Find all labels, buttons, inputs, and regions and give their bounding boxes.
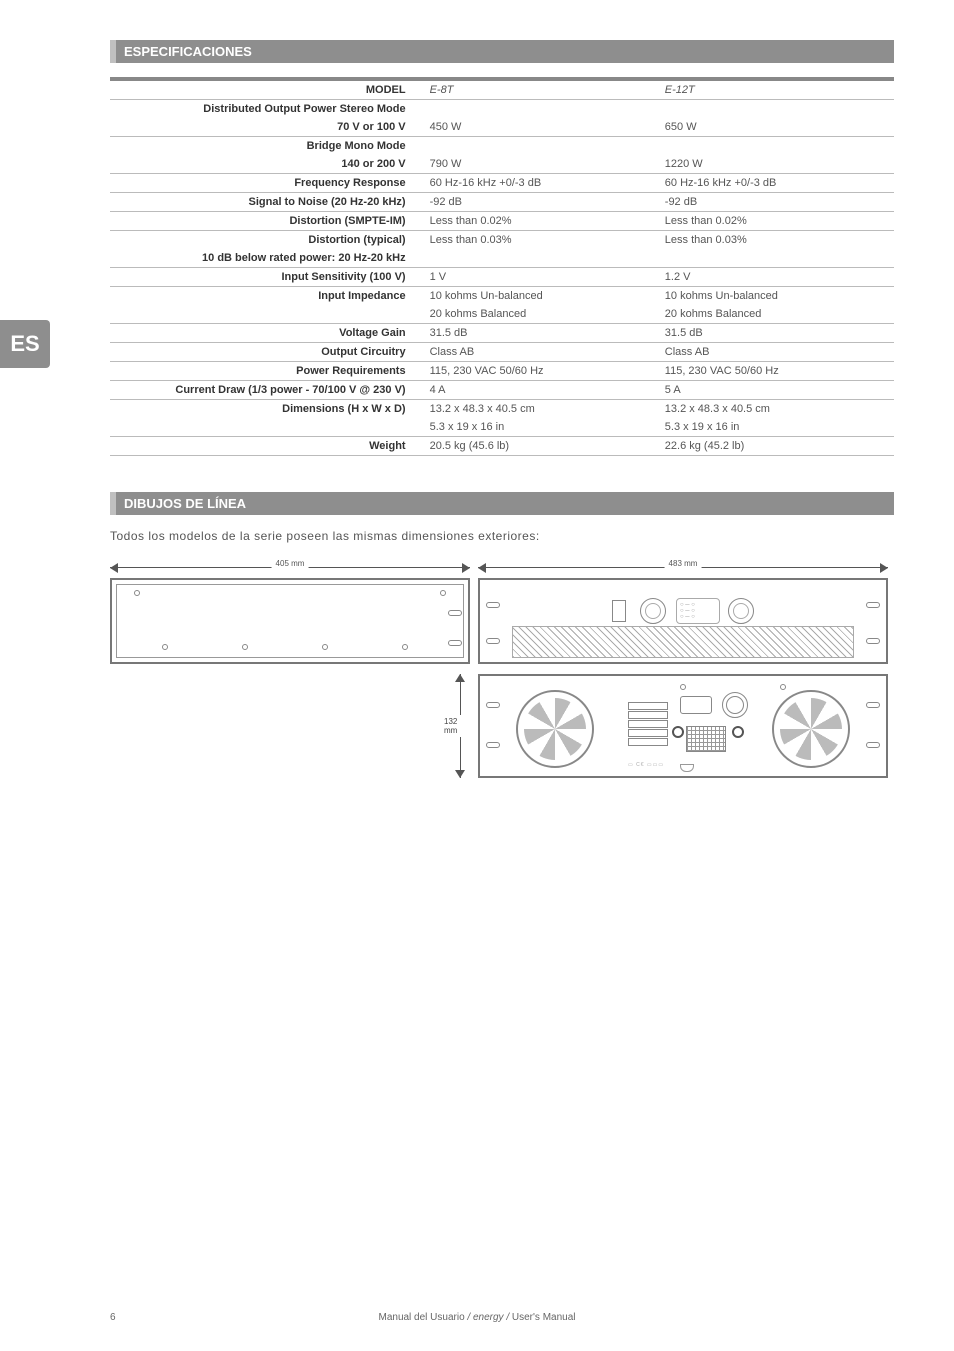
- spec-cell: [659, 100, 894, 119]
- spec-cell: 450 W: [424, 118, 659, 137]
- rear-height-dimension: 132 mm: [450, 674, 470, 778]
- spec-cell: Less than 0.03%: [424, 231, 659, 250]
- top-width-dimension: 483 mm: [478, 561, 888, 575]
- fan-icon: [772, 690, 850, 768]
- top-width-label: 483 mm: [665, 559, 702, 568]
- spec-cell: 790 W: [424, 155, 659, 174]
- spec-cell: [424, 137, 659, 156]
- col-model: MODEL: [110, 79, 424, 100]
- spec-cell: 5 A: [659, 381, 894, 400]
- front-panel-block: 405 mm: [110, 561, 470, 664]
- spec-row-label: Distributed Output Power Stereo Mode: [110, 100, 424, 119]
- spec-row-label: Bridge Mono Mode: [110, 137, 424, 156]
- spec-table: MODEL E-8T E-12T Distributed Output Powe…: [110, 77, 894, 456]
- top-panel: ○ ─ ○○ ─ ○○ ─ ○: [478, 578, 888, 664]
- spec-row-label: [110, 418, 424, 437]
- spec-cell: 31.5 dB: [424, 324, 659, 343]
- page-number: 6: [110, 1312, 116, 1323]
- spec-cell: [424, 100, 659, 119]
- spec-cell: -92 dB: [659, 193, 894, 212]
- fan-icon: [516, 690, 594, 768]
- spec-row-label: Power Requirements: [110, 362, 424, 381]
- spec-cell: 10 kohms Un-balanced: [659, 287, 894, 306]
- spec-cell: 5.3 x 19 x 16 in: [659, 418, 894, 437]
- spec-cell: [659, 249, 894, 268]
- top-panel-block: 483 mm ○ ─ ○○ ─ ○○ ─ ○: [478, 561, 888, 664]
- spec-cell: 1.2 V: [659, 268, 894, 287]
- spec-row-label: Signal to Noise (20 Hz-20 kHz): [110, 193, 424, 212]
- spec-cell: 650 W: [659, 118, 894, 137]
- spec-row-label: Distortion (SMPTE-IM): [110, 212, 424, 231]
- rear-panel: ▭ C€ ▭▭▭: [478, 674, 888, 778]
- language-tab: ES: [0, 320, 50, 368]
- page-footer: 6 Manual del Usuario / energy / User's M…: [0, 1312, 954, 1323]
- col-e8t: E-8T: [424, 79, 659, 100]
- spec-cell: -92 dB: [424, 193, 659, 212]
- front-width-dimension: 405 mm: [110, 561, 470, 575]
- footer-text: Manual del Usuario: [378, 1312, 467, 1323]
- spec-cell: 4 A: [424, 381, 659, 400]
- spec-cell: Class AB: [659, 343, 894, 362]
- spec-row-label: Current Draw (1/3 power - 70/100 V @ 230…: [110, 381, 424, 400]
- spec-cell: [424, 249, 659, 268]
- drawings-row-1: 405 mm 483 mm: [110, 561, 894, 664]
- spec-cell: 20.5 kg (45.6 lb): [424, 437, 659, 456]
- spec-row-label: Input Impedance: [110, 287, 424, 306]
- spec-cell: 13.2 x 48.3 x 40.5 cm: [424, 400, 659, 419]
- spec-cell: Less than 0.02%: [424, 212, 659, 231]
- front-panel: [110, 578, 470, 664]
- spec-cell: Less than 0.02%: [659, 212, 894, 231]
- spec-cell: 22.6 kg (45.2 lb): [659, 437, 894, 456]
- footer-text: User's Manual: [509, 1312, 575, 1323]
- spec-cell: 31.5 dB: [659, 324, 894, 343]
- spec-cell: 10 kohms Un-balanced: [424, 287, 659, 306]
- spec-row-label: 140 or 200 V: [110, 155, 424, 174]
- spec-cell: Less than 0.03%: [659, 231, 894, 250]
- spec-cell: 1220 W: [659, 155, 894, 174]
- drawings-subtitle: Todos los modelos de la serie poseen las…: [110, 529, 894, 543]
- spec-cell: Class AB: [424, 343, 659, 362]
- spec-cell: [659, 137, 894, 156]
- spec-cell: 20 kohms Balanced: [659, 305, 894, 324]
- spec-row-label: 10 dB below rated power: 20 Hz-20 kHz: [110, 249, 424, 268]
- spec-row-label: Weight: [110, 437, 424, 456]
- footer-text-italic: / energy /: [467, 1312, 509, 1323]
- spec-row-label: [110, 305, 424, 324]
- spec-cell: 60 Hz-16 kHz +0/-3 dB: [424, 174, 659, 193]
- spec-cell: 115, 230 VAC 50/60 Hz: [659, 362, 894, 381]
- spec-row-label: 70 V or 100 V: [110, 118, 424, 137]
- section-title-drawings: DIBUJOS DE LÍNEA: [110, 492, 894, 515]
- spec-row-label: Frequency Response: [110, 174, 424, 193]
- spec-cell: 60 Hz-16 kHz +0/-3 dB: [659, 174, 894, 193]
- page-content: ESPECIFICACIONES MODEL E-8T E-12T Distri…: [0, 0, 954, 778]
- spec-cell: 115, 230 VAC 50/60 Hz: [424, 362, 659, 381]
- spec-cell: 13.2 x 48.3 x 40.5 cm: [659, 400, 894, 419]
- spec-row-label: Voltage Gain: [110, 324, 424, 343]
- spec-row-label: Dimensions (H x W x D): [110, 400, 424, 419]
- footer-center: Manual del Usuario / energy / User's Man…: [378, 1312, 575, 1323]
- spec-cell: 5.3 x 19 x 16 in: [424, 418, 659, 437]
- spec-row-label: Distortion (typical): [110, 231, 424, 250]
- spec-row-label: Input Sensitivity (100 V): [110, 268, 424, 287]
- section-title-specs: ESPECIFICACIONES: [110, 40, 894, 63]
- drawings-row-2: 132 mm: [478, 674, 894, 778]
- spec-cell: 1 V: [424, 268, 659, 287]
- col-e12t: E-12T: [659, 79, 894, 100]
- rear-height-label: 132 mm: [444, 715, 470, 737]
- front-width-label: 405 mm: [272, 559, 309, 568]
- spec-cell: 20 kohms Balanced: [424, 305, 659, 324]
- spec-row-label: Output Circuitry: [110, 343, 424, 362]
